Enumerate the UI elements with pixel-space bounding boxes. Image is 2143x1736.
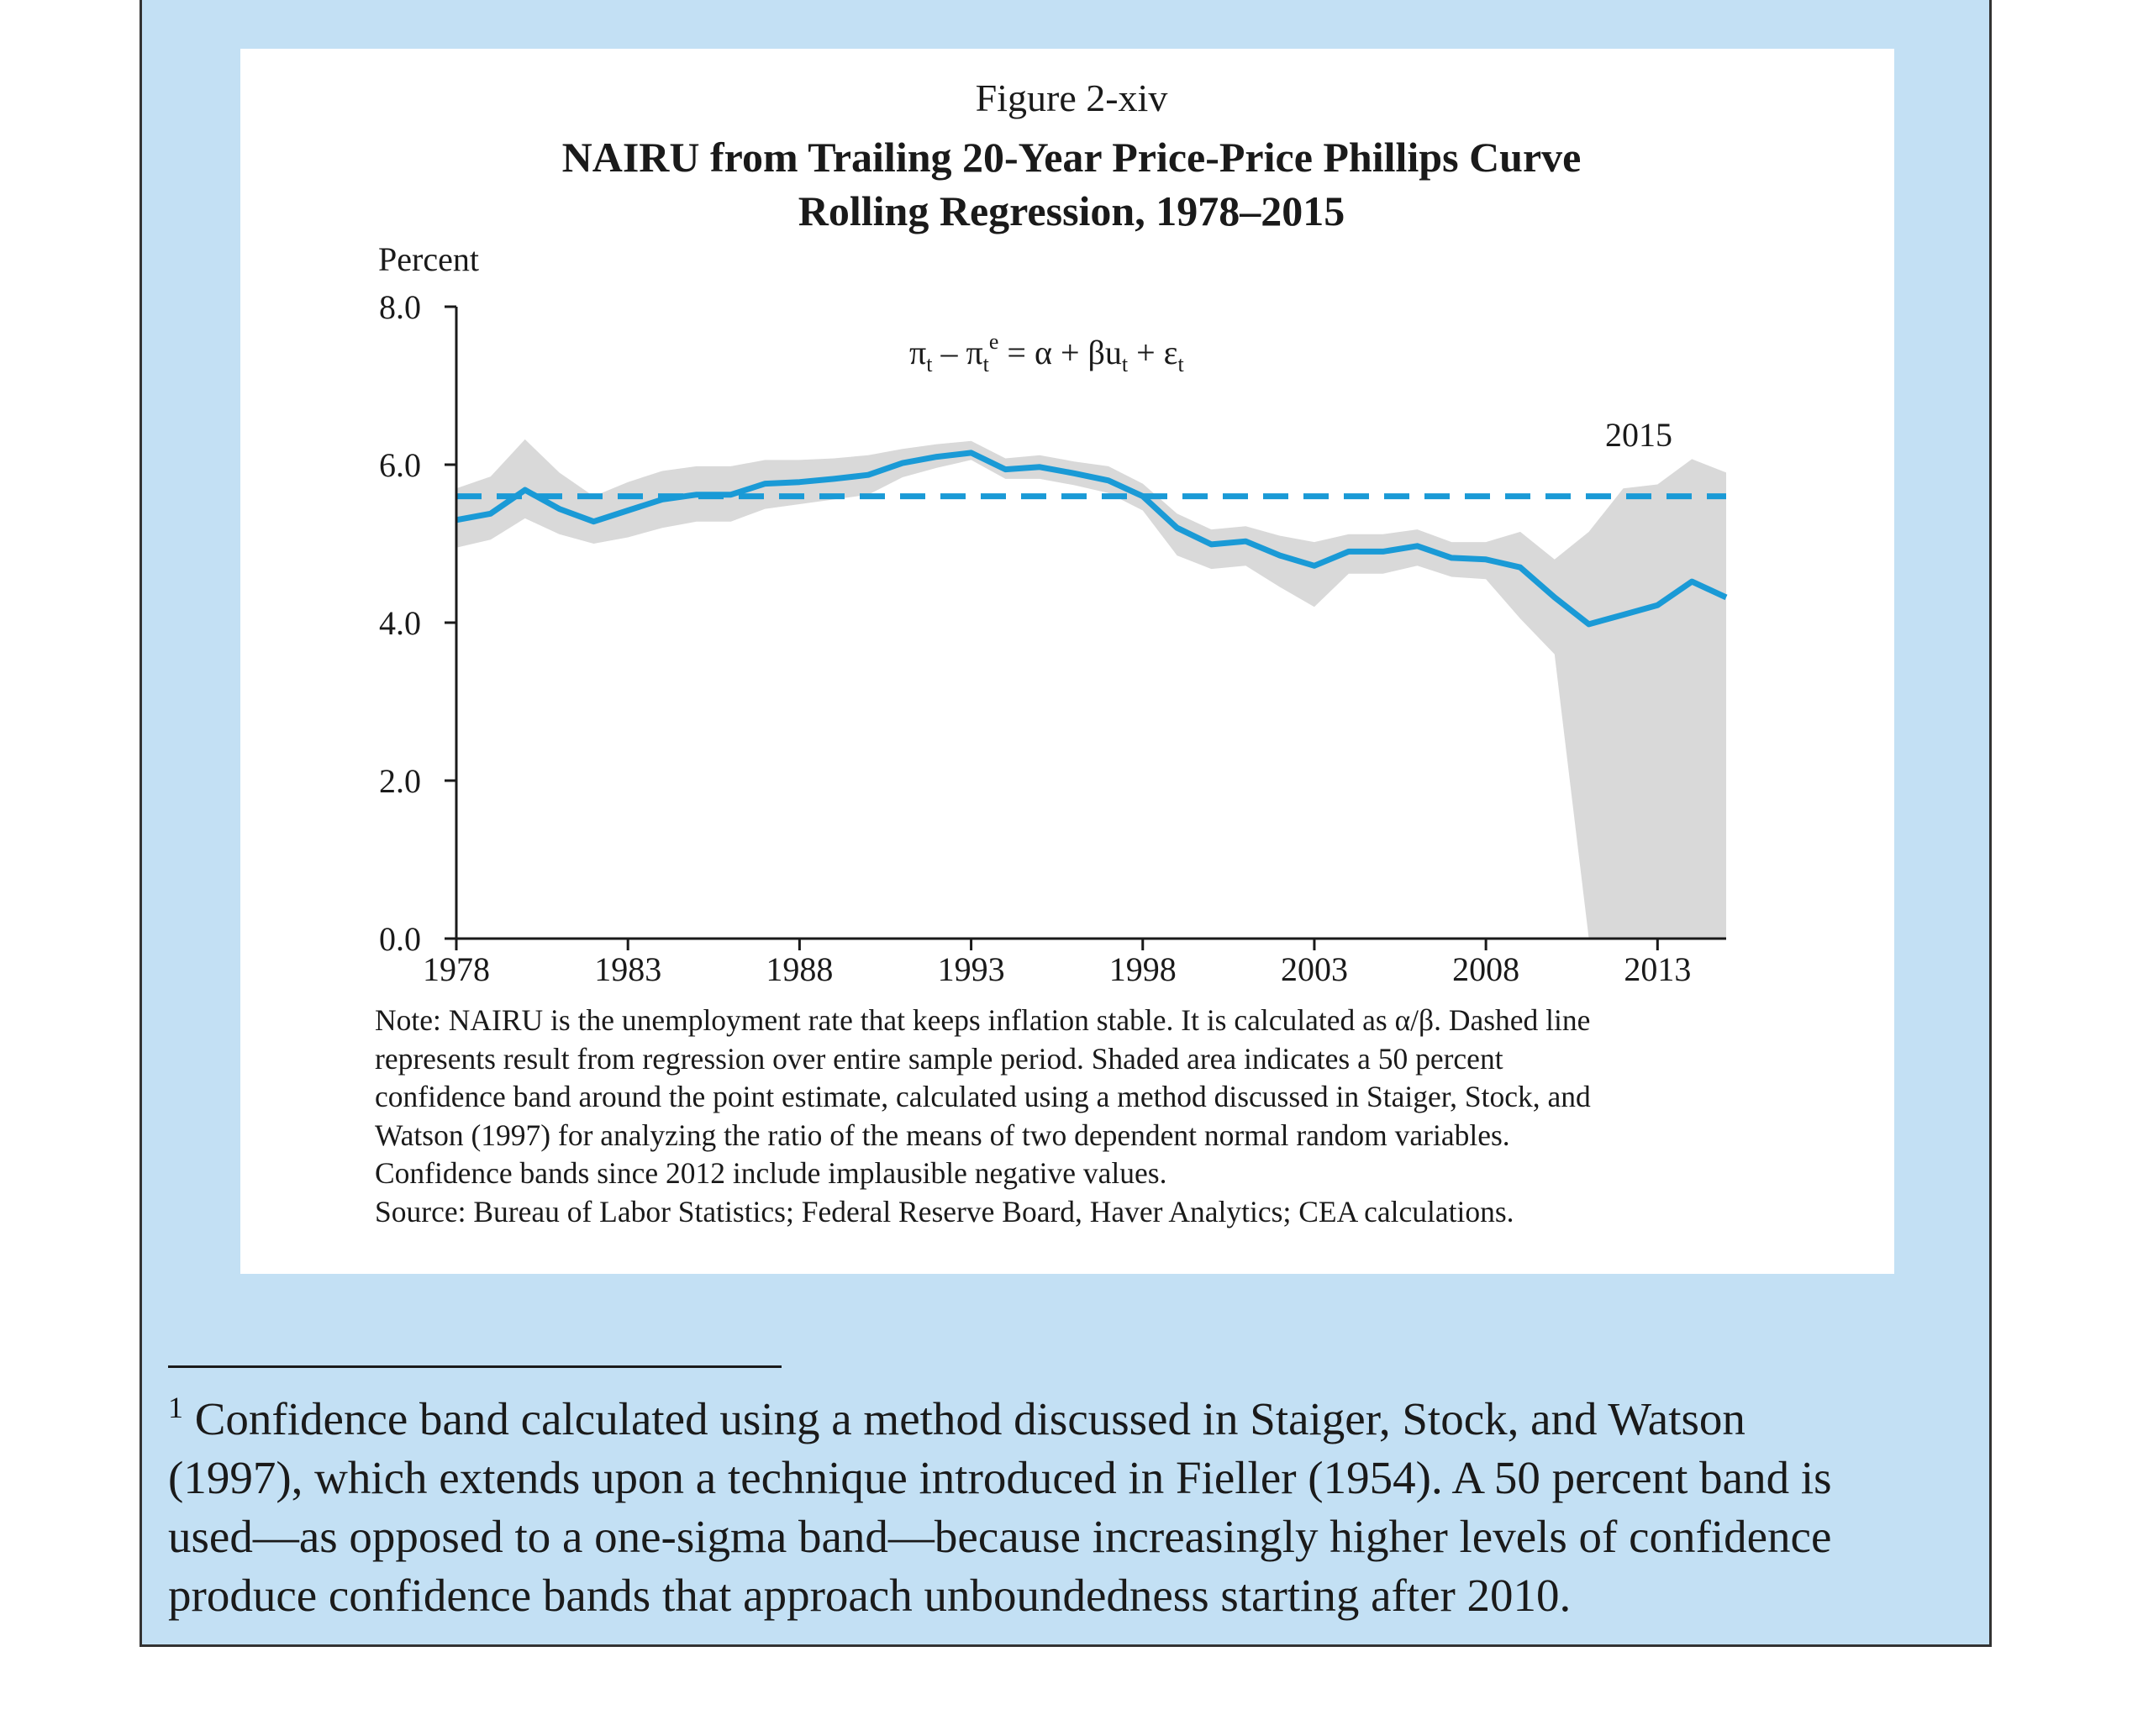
x-tick-label: 1993 xyxy=(938,950,1005,988)
x-tick-label: 2003 xyxy=(1281,950,1348,988)
footnote-rule xyxy=(168,1365,782,1368)
y-tick-label: 6.0 xyxy=(379,446,421,484)
x-tick-label: 1998 xyxy=(1109,950,1177,988)
y-axis-label: Percent xyxy=(378,240,479,278)
y-tick-label: 4.0 xyxy=(379,604,421,642)
figure-note: Note: NAIRU is the unemployment rate tha… xyxy=(375,1002,1803,1231)
x-ticks: 1978 1983 1988 1993 1998 2003 2008 2013 xyxy=(423,939,1691,988)
chart: 0.0 2.0 4.0 6.0 8.0 1978 1983 1988 1993 1998 2003… xyxy=(378,240,1728,988)
y-ticks: 0.0 2.0 4.0 6.0 8.0 xyxy=(379,288,456,958)
footnote-line-2: (1997), which extends upon a technique i… xyxy=(168,1452,1832,1503)
footnote-line-3: used—as opposed to a one-sigma band—beca… xyxy=(168,1511,1832,1562)
note-line-3: confidence band around the point estimat… xyxy=(375,1080,1591,1113)
x-tick-label: 1988 xyxy=(766,950,833,988)
footnote-marker: 1 xyxy=(168,1391,183,1424)
source-line: Source: Bureau of Labor Statistics; Fede… xyxy=(375,1194,1514,1228)
figure-title-line-2: Rolling Regression, 1978–2015 xyxy=(798,187,1345,234)
y-tick-label: 0.0 xyxy=(379,920,421,958)
note-line-4: Watson (1997) for analyzing the ratio of… xyxy=(375,1118,1510,1152)
confidence-band xyxy=(456,439,1726,939)
figure-label: Figure 2-xiv xyxy=(975,76,1168,119)
note-line-1: Note: NAIRU is the unemployment rate tha… xyxy=(375,1003,1591,1037)
year-annotation: 2015 xyxy=(1605,416,1672,454)
x-tick-label: 1983 xyxy=(594,950,661,988)
figure-title-line-1: NAIRU from Trailing 20-Year Price-Price … xyxy=(561,134,1582,181)
x-tick-label: 2008 xyxy=(1452,950,1519,988)
note-line-5: Confidence bands since 2012 include impl… xyxy=(375,1156,1167,1190)
x-tick-label: 2013 xyxy=(1624,950,1691,988)
note-line-2: represents result from regression over e… xyxy=(375,1041,1503,1076)
x-tick-label: 1978 xyxy=(423,950,490,988)
rolling-nairu-line xyxy=(455,450,1728,628)
equation: πt – πte = α + βut + εt xyxy=(909,329,1184,376)
y-tick-label: 8.0 xyxy=(379,288,421,326)
figure-title: NAIRU from Trailing 20-Year Price-Price … xyxy=(0,130,2143,238)
footnote-line-1: 1 Confidence band calculated using a met… xyxy=(168,1391,1745,1444)
y-tick-label: 2.0 xyxy=(379,762,421,800)
footnote: 1 Confidence band calculated using a met… xyxy=(168,1378,1975,1625)
footnote-line-4: produce confidence bands that approach u… xyxy=(168,1570,1572,1621)
